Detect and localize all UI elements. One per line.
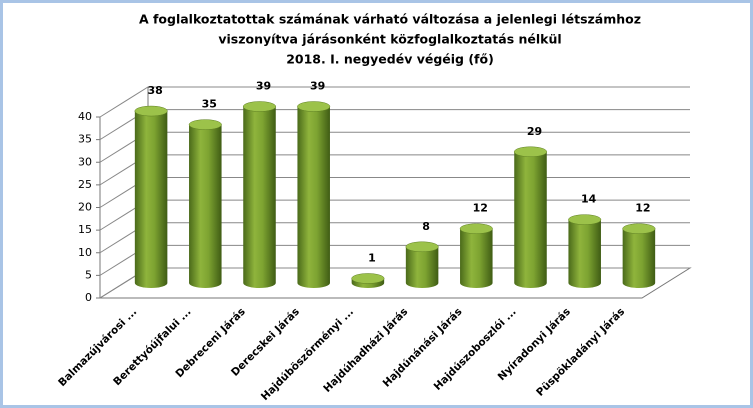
grid-line <box>99 222 690 254</box>
chart-title: viszonyítva járásonként közfoglalkoztatá… <box>218 32 561 47</box>
value-label: 35 <box>202 98 217 111</box>
bar <box>242 101 277 289</box>
value-label: 39 <box>256 80 271 93</box>
y-tick-label: 0 <box>85 291 92 304</box>
value-label: 39 <box>310 80 325 93</box>
bar <box>405 241 439 288</box>
grid-line <box>99 244 690 276</box>
bar <box>568 214 602 288</box>
grid-line <box>99 154 690 186</box>
value-label: 29 <box>527 125 542 138</box>
y-tick-label: 10 <box>78 246 92 259</box>
floor <box>98 267 692 299</box>
y-tick-label: 15 <box>78 223 92 236</box>
bar <box>351 273 385 288</box>
value-label: 12 <box>473 202 488 215</box>
x-tick-label: Hajdúböszörményi ... <box>259 306 356 403</box>
bar <box>297 101 331 289</box>
bar <box>622 223 656 288</box>
value-label: 14 <box>581 193 597 206</box>
grid-line <box>99 267 690 299</box>
y-tick-label: 30 <box>78 155 92 168</box>
y-tick-label: 5 <box>85 268 92 281</box>
value-label: 8 <box>422 220 430 233</box>
grid-line <box>99 86 690 118</box>
bar <box>513 146 548 288</box>
grid-line <box>99 131 690 163</box>
chart-title: A foglalkoztatottak számának várható vál… <box>139 12 641 27</box>
y-tick-label: 25 <box>78 178 92 191</box>
y-tick-label: 20 <box>78 201 92 214</box>
grid-line <box>99 109 690 141</box>
grid-line <box>99 177 690 208</box>
chart-title: 2018. I. negyedév végéig (fő) <box>286 52 494 67</box>
x-tick-label: Püspökladányi Járás <box>534 306 627 399</box>
y-tick-label: 35 <box>78 133 92 146</box>
bar <box>188 119 222 289</box>
bar <box>459 223 493 288</box>
y-tick-label: 40 <box>78 110 92 123</box>
bar <box>134 105 168 289</box>
grid-line <box>99 199 690 231</box>
value-label: 1 <box>368 251 376 264</box>
value-label: 12 <box>635 202 650 215</box>
value-label: 38 <box>147 84 162 97</box>
